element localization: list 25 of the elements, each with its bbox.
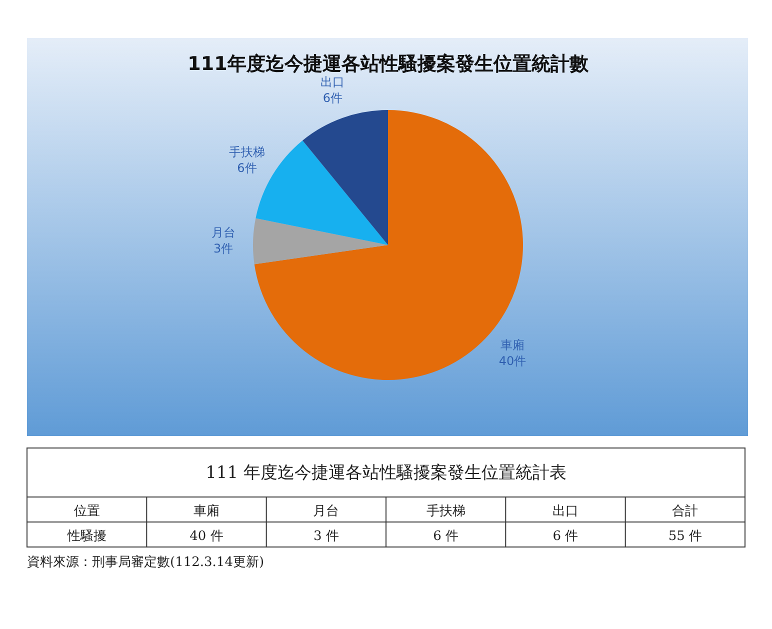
text: 3 件 [313, 529, 339, 544]
text: 性騷擾 [66, 529, 106, 544]
text: 位置 [74, 504, 100, 519]
slice-label: 手扶梯 [228, 144, 265, 159]
slice-label: 月台 [211, 225, 236, 240]
category-label: 手扶梯 [426, 504, 466, 519]
category-label: 合計 [672, 504, 698, 519]
category-label: 出口 [552, 504, 578, 519]
slice-label: 車廂 [500, 338, 524, 352]
text: 6 件 [433, 529, 459, 544]
data-label: 3件 [214, 241, 234, 256]
text: 6 件 [552, 529, 578, 544]
source-note: 資料來源：刑事局審定數(112.3.14更新) [27, 554, 264, 570]
text: 40 件 [190, 529, 224, 544]
slice-label: 出口 [320, 74, 345, 89]
data-label: 40件 [498, 354, 526, 368]
pie-slice [253, 218, 388, 264]
category-label: 車廂 [194, 504, 220, 519]
chart-title: 111年度迄今捷運各站性騷擾案發生位置統計數 [188, 53, 590, 75]
text: 55 件 [668, 529, 702, 544]
category-label: 月台 [313, 504, 340, 519]
pie-slice [302, 110, 388, 245]
data-label: 6件 [322, 90, 342, 105]
data-label: 6件 [237, 160, 257, 175]
text: 111 年度迄今捷運各站性騷擾案發生位置統計表 [206, 463, 566, 483]
